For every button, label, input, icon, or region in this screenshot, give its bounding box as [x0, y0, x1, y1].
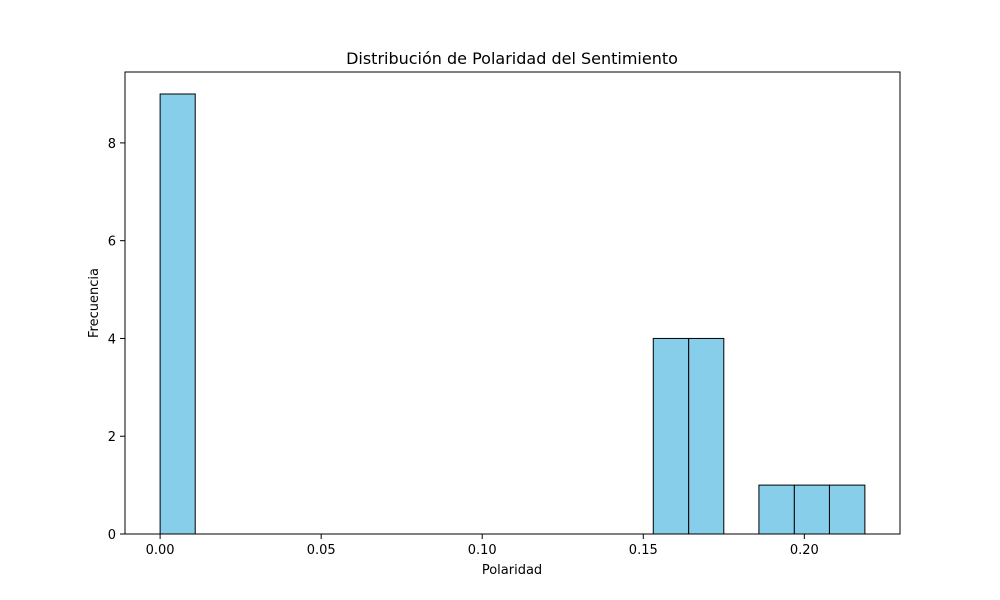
y-axis-label: Frecuencia: [87, 268, 102, 338]
histogram-bar: [688, 337, 725, 535]
y-tick-label: 4: [108, 332, 116, 347]
plot-area-frame: [124, 71, 901, 535]
histogram-bar: [159, 93, 196, 535]
x-tick-label: 0.20: [790, 543, 819, 558]
x-tick-label: 0.05: [307, 543, 336, 558]
y-tick-label: 2: [108, 430, 116, 445]
x-axis-ticks: 0.00 0.05 0.10 0.15 0.20: [146, 534, 819, 558]
chart-title: Distribución de Polaridad del Sentimient…: [346, 49, 678, 68]
histogram-bar: [793, 484, 830, 535]
y-tick-label: 0: [108, 528, 116, 543]
x-tick-label: 0.15: [629, 543, 658, 558]
histogram-bar: [758, 484, 795, 535]
y-tick-label: 8: [108, 137, 116, 152]
histogram-bar: [652, 337, 690, 535]
y-axis-ticks: 0 2 4 6 8: [108, 137, 125, 543]
x-tick-label: 0.00: [146, 543, 175, 558]
y-tick-label: 6: [108, 235, 116, 250]
histogram-bar: [828, 484, 866, 535]
bars-group: [159, 93, 866, 535]
x-tick-label: 0.10: [468, 543, 497, 558]
x-axis-label: Polaridad: [482, 563, 542, 578]
